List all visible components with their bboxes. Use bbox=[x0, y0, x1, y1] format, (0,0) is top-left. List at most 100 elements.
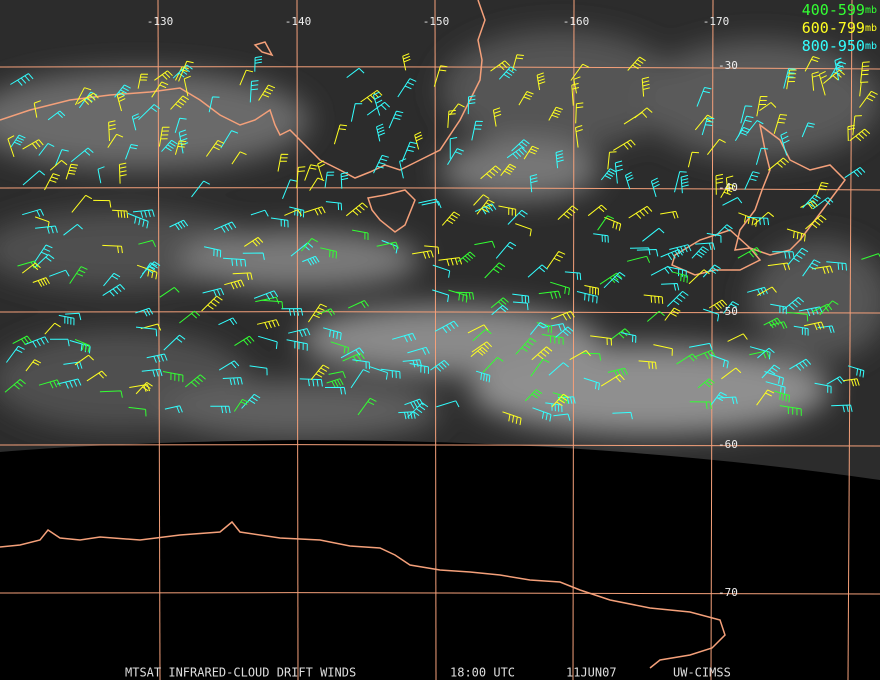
wind-barb bbox=[646, 310, 665, 322]
wind-barb bbox=[191, 180, 211, 198]
wind-barb bbox=[380, 368, 401, 379]
wind-barb bbox=[823, 69, 845, 84]
wind-barb bbox=[154, 70, 173, 81]
wind-barb bbox=[22, 170, 46, 186]
wind-barb bbox=[688, 269, 710, 285]
wind-barb bbox=[506, 147, 527, 160]
wind-barb bbox=[614, 160, 624, 184]
wind-barb bbox=[233, 398, 250, 412]
wind-barb bbox=[22, 208, 45, 217]
wind-barb bbox=[441, 211, 461, 226]
wind-barb bbox=[158, 126, 170, 147]
wind-barb bbox=[531, 346, 553, 361]
wind-barb bbox=[114, 84, 131, 98]
wind-barb bbox=[255, 296, 280, 304]
wind-barb bbox=[812, 197, 834, 210]
wind-barb bbox=[763, 317, 782, 329]
wind-barb bbox=[270, 217, 289, 228]
wind-barb bbox=[307, 303, 328, 323]
wind-barb bbox=[258, 335, 278, 349]
footer-text: 11JUN07 bbox=[566, 666, 617, 680]
wind-barb bbox=[575, 125, 583, 148]
wind-barb bbox=[402, 359, 423, 368]
wind-barb bbox=[548, 362, 570, 376]
wind-barb bbox=[324, 171, 335, 188]
wind-barb bbox=[664, 307, 681, 321]
wind-barb bbox=[787, 247, 809, 266]
wind-barb bbox=[277, 153, 289, 172]
wind-barb bbox=[523, 145, 539, 160]
wind-barb bbox=[289, 206, 305, 218]
wind-barb bbox=[710, 391, 727, 406]
wind-barb bbox=[366, 101, 391, 116]
wind-barb bbox=[103, 272, 121, 287]
wind-barb bbox=[44, 173, 60, 191]
legend-range: 600-799 bbox=[802, 19, 865, 37]
latitude-label: -40 bbox=[718, 181, 738, 194]
wind-barb bbox=[720, 183, 736, 199]
wind-barb bbox=[629, 247, 651, 255]
wind-barb bbox=[643, 294, 664, 304]
wind-barb bbox=[722, 197, 743, 206]
wind-barb bbox=[99, 390, 123, 398]
wind-barb bbox=[250, 209, 269, 217]
wind-barb bbox=[170, 95, 189, 110]
wind-barb bbox=[32, 277, 50, 287]
wind-barb bbox=[360, 89, 383, 103]
wind-barb bbox=[178, 60, 194, 82]
wind-barb bbox=[138, 239, 157, 248]
wind-barb bbox=[715, 173, 724, 195]
wind-barb bbox=[135, 307, 154, 317]
wind-barb bbox=[159, 286, 180, 298]
wind-barb bbox=[542, 334, 564, 345]
wind-barb bbox=[570, 63, 590, 81]
wind-barb bbox=[755, 147, 769, 165]
latitude-label: -50 bbox=[718, 305, 738, 318]
wind-barb bbox=[756, 96, 768, 117]
wind-barb bbox=[603, 271, 626, 289]
wind-barb bbox=[604, 216, 622, 231]
wind-barb bbox=[10, 73, 34, 86]
wind-barb bbox=[102, 244, 123, 254]
wind-barb bbox=[218, 360, 240, 371]
wind-barb bbox=[223, 257, 247, 267]
wind-barb bbox=[12, 335, 32, 345]
wind-barb bbox=[35, 225, 58, 234]
wind-barb bbox=[70, 147, 94, 163]
wind-barb bbox=[634, 107, 653, 119]
wind-barb bbox=[340, 171, 349, 189]
wind-barb bbox=[626, 255, 651, 263]
wind-barb bbox=[759, 102, 777, 112]
wind-barb bbox=[93, 199, 112, 208]
wind-barb bbox=[146, 353, 168, 363]
wind-barb bbox=[357, 397, 377, 416]
wind-barb bbox=[600, 168, 617, 181]
wind-barb bbox=[642, 227, 665, 242]
wind-barb bbox=[693, 349, 716, 360]
wind-barb bbox=[498, 205, 517, 217]
wind-barb bbox=[118, 162, 127, 184]
wind-barb bbox=[38, 379, 61, 389]
legend-unit: mb bbox=[865, 5, 877, 16]
wind-barb bbox=[844, 166, 866, 179]
footer-text: MTSAT INFRARED-CLOUD DRIFT WINDS bbox=[125, 666, 356, 680]
wind-barb bbox=[859, 90, 878, 108]
wind-barb bbox=[151, 81, 169, 98]
wind-barb bbox=[205, 139, 225, 157]
wind-barb bbox=[811, 265, 833, 274]
wind-barb bbox=[702, 264, 721, 278]
legend-range: 400-599 bbox=[802, 1, 865, 19]
wind-barb bbox=[49, 269, 70, 277]
wind-barb bbox=[553, 413, 571, 421]
wind-barb bbox=[222, 377, 243, 386]
wind-barb bbox=[476, 199, 495, 215]
wind-barb bbox=[284, 209, 303, 216]
wind-barb bbox=[25, 359, 42, 372]
wind-barb bbox=[548, 106, 563, 121]
wind-barb bbox=[346, 67, 365, 78]
wind-barb bbox=[680, 174, 689, 194]
latitude-label: -60 bbox=[718, 438, 738, 451]
wind-barb bbox=[74, 87, 92, 106]
wind-barb bbox=[125, 144, 138, 160]
